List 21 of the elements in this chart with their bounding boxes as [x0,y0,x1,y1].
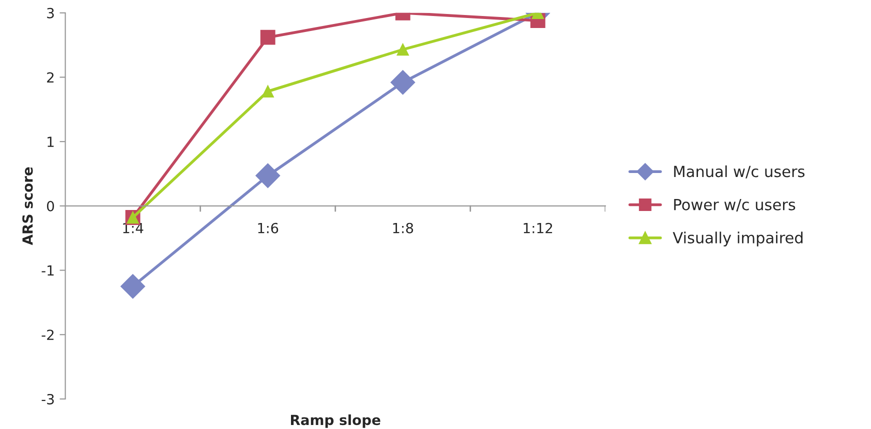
x-axis-title: Ramp slope [290,414,380,428]
x-tick-label: 1:8 [393,222,414,234]
y-tick-label: 0 [46,200,54,212]
point [260,30,276,45]
legend-label: Visually impaired [672,232,802,246]
y-tick-label: 3 [47,8,54,18]
y-axis-title: ARS score [22,167,33,246]
point [390,70,416,95]
y-tick-label: -2 [42,330,54,340]
x-tick-label: 1:6 [258,222,278,234]
y-tick-label: -1 [42,265,54,276]
y-tick-label: -3 [42,394,54,404]
legend-label: Manual w/c users [674,165,804,178]
point [396,43,409,56]
point [120,274,146,299]
point [262,85,274,98]
point [256,163,280,188]
legend-label: Power w/c users [674,198,796,212]
y-tick-label: 1 [48,136,54,147]
y-tick-label: 2 [47,72,54,82]
x-tick-label: 1:12 [524,222,552,234]
